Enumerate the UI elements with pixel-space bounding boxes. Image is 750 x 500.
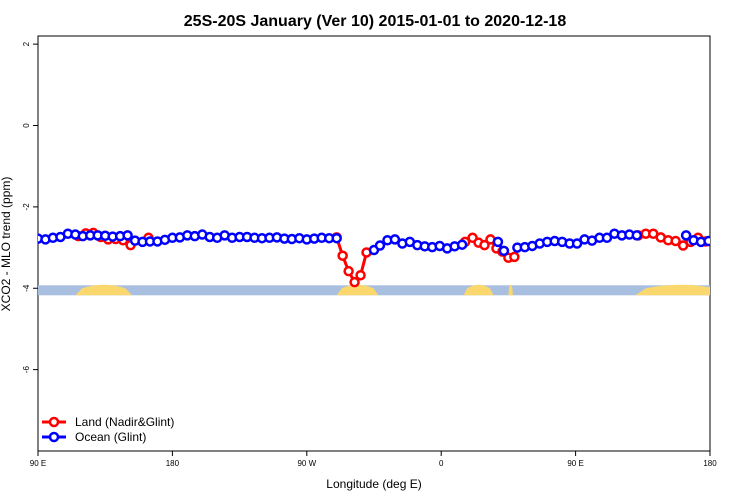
legend-marker (48, 431, 60, 443)
data-point (331, 232, 342, 244)
land-mask-segment (508, 284, 513, 296)
data-point (492, 236, 504, 248)
data-point (337, 250, 348, 261)
legend-label: Ocean (Glint) (75, 430, 146, 444)
data-point (498, 245, 510, 257)
data-point (389, 234, 401, 245)
x-tick-label: 0 (439, 459, 444, 468)
data-point (456, 239, 468, 250)
land-mask-segment (635, 284, 710, 296)
x-tick-label: 90 W (297, 459, 316, 468)
land-mask-segment (75, 284, 133, 296)
x-tick-label: 90 E (567, 459, 583, 468)
data-point (703, 235, 710, 247)
y-tick-label: 0 (22, 123, 31, 128)
legend-marker (48, 416, 60, 428)
data-point (680, 230, 692, 241)
data-point (727, 235, 735, 243)
data-point (509, 251, 520, 263)
y-tick-label: -4 (22, 284, 31, 292)
chart-title: 25S-20S January (Ver 10) 2015-01-01 to 2… (184, 13, 567, 30)
land-mask-segment (336, 284, 379, 296)
data-point (479, 239, 490, 251)
y-tick-label: -2 (22, 203, 31, 211)
data-point (670, 235, 681, 247)
data-point (742, 234, 750, 242)
data-point (374, 240, 386, 251)
data-point (122, 230, 133, 241)
data-point (349, 276, 360, 288)
y-tick-label: 2 (22, 41, 31, 46)
data-point (571, 238, 583, 249)
data-point (719, 238, 727, 246)
y-axis-label: XCO2 - MLO trend (ppm) (0, 177, 13, 312)
data-point (631, 230, 643, 241)
data-point (601, 232, 613, 244)
data-point (734, 233, 742, 241)
data-point (712, 237, 720, 245)
x-axis-label: Longitude (deg E) (326, 477, 421, 491)
series-ocean (38, 228, 750, 257)
legend-label: Land (Nadir&Glint) (75, 415, 174, 429)
x-tick-label: 180 (703, 459, 717, 468)
x-tick-label: 90 E (30, 459, 46, 468)
data-point (343, 265, 354, 277)
land-mask-segment (463, 284, 494, 296)
data-point (355, 269, 366, 281)
legend: Land (Nadir&Glint)Ocean (Glint) (42, 415, 174, 444)
y-tick-label: -6 (22, 366, 31, 374)
x-tick-label: 180 (166, 459, 180, 468)
